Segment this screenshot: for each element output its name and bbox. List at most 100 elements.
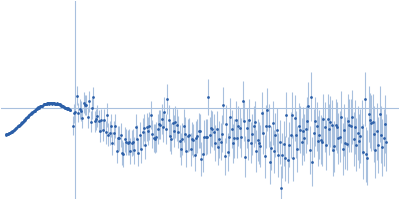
Point (275, 153, 282, 156)
Point (372, 148, 379, 151)
Point (14, 125, 21, 128)
Point (256, 141, 262, 144)
Point (5, 132, 11, 135)
Point (22, 118, 28, 121)
Point (212, 141, 218, 144)
Point (46, 101, 52, 104)
Point (38, 104, 44, 107)
Point (46, 103, 53, 106)
Point (18, 122, 24, 125)
Point (279, 154, 286, 157)
Point (149, 133, 155, 136)
Point (76, 107, 83, 111)
Point (24, 116, 30, 119)
Point (160, 125, 166, 128)
Point (29, 111, 36, 114)
Point (235, 124, 242, 128)
Point (201, 136, 208, 139)
Point (276, 140, 283, 143)
Point (44, 102, 50, 105)
Point (222, 155, 228, 158)
Point (18, 121, 25, 124)
Point (10, 129, 16, 132)
Point (15, 125, 22, 128)
Point (112, 125, 118, 128)
Point (116, 137, 122, 140)
Point (120, 153, 126, 156)
Point (156, 123, 162, 126)
Point (40, 104, 46, 107)
Point (216, 138, 222, 141)
Point (39, 104, 45, 107)
Point (118, 134, 124, 137)
Point (242, 155, 248, 158)
Point (272, 133, 279, 136)
Point (360, 150, 366, 153)
Point (19, 121, 26, 124)
Point (183, 149, 190, 152)
Point (283, 113, 290, 116)
Point (246, 118, 253, 121)
Point (111, 132, 117, 135)
Point (194, 135, 200, 138)
Point (202, 135, 209, 138)
Point (267, 161, 273, 164)
Point (239, 99, 246, 102)
Point (168, 137, 174, 140)
Point (220, 104, 227, 107)
Point (364, 156, 370, 159)
Point (56, 103, 62, 106)
Point (376, 112, 383, 116)
Point (131, 149, 138, 152)
Point (13, 127, 19, 130)
Point (327, 120, 334, 123)
Point (374, 130, 380, 133)
Point (34, 106, 41, 109)
Point (313, 125, 320, 128)
Point (238, 136, 244, 139)
Point (89, 107, 95, 110)
Point (280, 142, 287, 145)
Point (58, 104, 64, 107)
Point (22, 118, 28, 121)
Point (54, 103, 61, 106)
Point (175, 130, 181, 134)
Point (13, 126, 20, 129)
Point (258, 111, 265, 115)
Point (108, 124, 114, 127)
Point (63, 107, 70, 110)
Point (292, 116, 298, 119)
Point (337, 135, 343, 138)
Point (297, 128, 303, 132)
Point (205, 95, 212, 98)
Point (331, 145, 338, 148)
Point (53, 102, 59, 105)
Point (64, 107, 70, 110)
Point (361, 97, 368, 101)
Point (318, 138, 324, 141)
Point (59, 104, 66, 107)
Point (213, 127, 220, 131)
Point (137, 134, 143, 137)
Point (123, 140, 129, 143)
Point (63, 106, 69, 110)
Point (358, 125, 365, 129)
Point (383, 141, 390, 144)
Point (328, 124, 335, 127)
Point (260, 131, 266, 134)
Point (10, 129, 17, 132)
Point (66, 108, 73, 111)
Point (3, 133, 9, 136)
Point (178, 148, 184, 151)
Point (312, 120, 318, 123)
Point (308, 95, 314, 98)
Point (24, 116, 31, 119)
Point (93, 118, 99, 121)
Point (30, 109, 37, 112)
Point (12, 128, 18, 131)
Point (72, 110, 79, 114)
Point (290, 156, 296, 159)
Point (55, 102, 62, 106)
Point (322, 125, 328, 129)
Point (293, 133, 299, 136)
